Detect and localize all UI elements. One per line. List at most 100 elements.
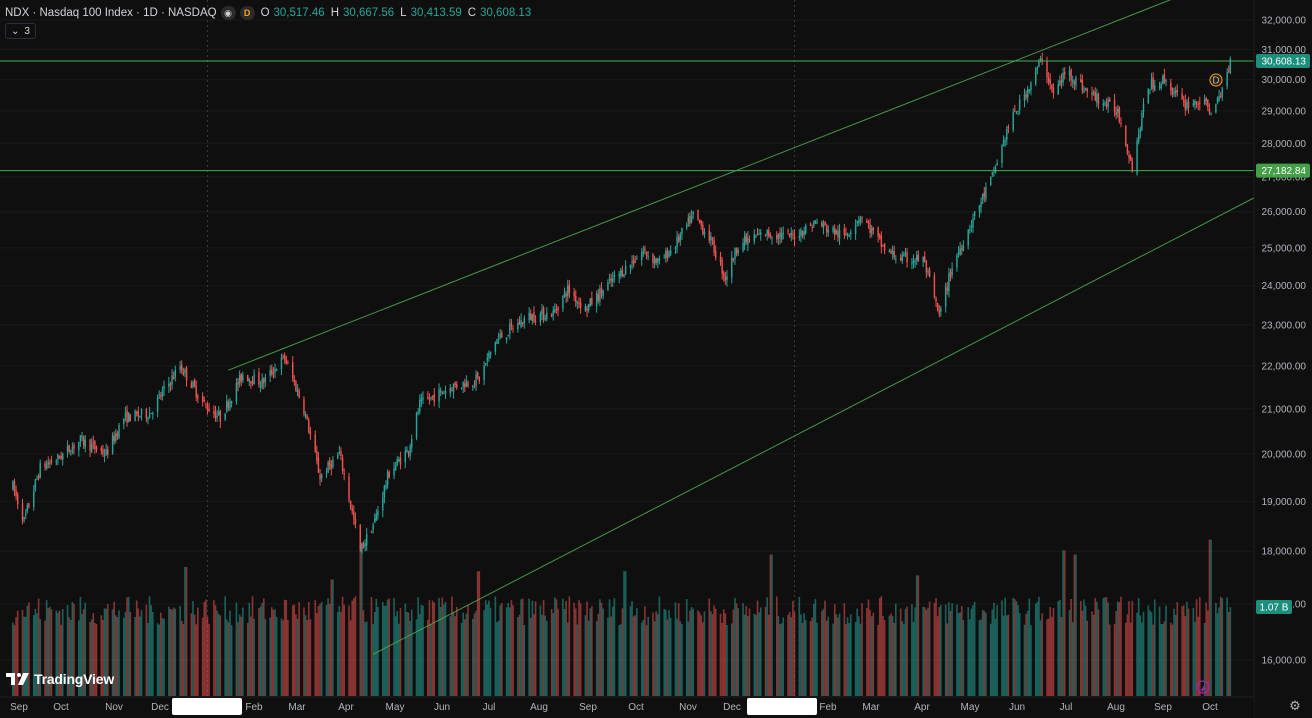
volume-bar (758, 612, 760, 696)
candle-body (58, 456, 61, 459)
volume-bar (586, 601, 588, 696)
volume-bar (351, 600, 354, 696)
y-tick-label: 20,000.00 (1262, 449, 1307, 460)
volume-bar (946, 623, 949, 696)
volume-bar (439, 606, 442, 696)
volume-bar (349, 620, 352, 696)
candle-body (314, 434, 316, 453)
volume-bar (1149, 610, 1151, 696)
volume-bar (373, 612, 376, 696)
candle-body (1035, 68, 1037, 84)
candle-body (156, 397, 159, 412)
candle-body (848, 235, 850, 237)
volume-bar (613, 598, 616, 696)
candle-body (349, 500, 352, 508)
volume-bar (496, 622, 498, 696)
x-tick-label: Dec (151, 702, 169, 713)
candle-body (428, 398, 431, 400)
volume-bar (325, 604, 328, 696)
volume-bar (782, 617, 785, 696)
candle-body (903, 253, 905, 256)
candle-body (386, 472, 389, 486)
volume-bar (595, 621, 598, 696)
volume-bar (906, 606, 908, 696)
candle-body (1141, 112, 1143, 131)
candle-body (1070, 69, 1072, 81)
candle-body (578, 302, 580, 304)
eye-icon[interactable]: ◉ (220, 6, 236, 20)
candle-body (692, 211, 694, 215)
volume-bar (812, 603, 815, 696)
volume-bar (911, 604, 913, 696)
candle-body (304, 413, 307, 417)
candle-body (238, 375, 241, 384)
volume-bar (32, 615, 35, 696)
indicators-toggle-button[interactable]: ⌄ 3 (5, 23, 36, 39)
candle-body (145, 409, 148, 419)
tradingview-logo[interactable]: TradingView (6, 671, 114, 687)
volume-bar (127, 596, 130, 696)
volume-bar (764, 606, 767, 696)
volume-bar (1173, 608, 1175, 696)
candle-body (1205, 97, 1207, 102)
volume-bar (134, 616, 136, 696)
candle-body (184, 369, 186, 373)
candle-body (723, 272, 725, 277)
candle-body (589, 298, 591, 306)
volume-bar (217, 613, 220, 696)
candle-body (362, 543, 365, 548)
volume-bar (566, 622, 569, 696)
volume-bar (354, 596, 357, 696)
candle-body (496, 339, 498, 345)
candle-body (285, 358, 288, 364)
volume-bar (766, 597, 768, 696)
volume-bar (253, 618, 255, 696)
candle-body (1215, 104, 1217, 113)
candle-body (1036, 67, 1039, 69)
candle-body (422, 397, 424, 400)
symbol-title[interactable]: NDX · Nasdaq 100 Index · 1D · NASDAQ (5, 7, 217, 19)
candle-body (724, 276, 727, 281)
candle-body (521, 322, 524, 324)
volume-bar (985, 612, 987, 696)
candle-body (78, 441, 80, 451)
candle-body (1030, 82, 1032, 91)
candle-body (768, 229, 770, 237)
candle-body (766, 229, 768, 235)
gear-icon[interactable]: ⚙ (1289, 698, 1301, 713)
dividend-marker-label: D (1212, 76, 1219, 87)
x-tick-label: Mar (862, 702, 880, 713)
volume-bar (996, 604, 998, 696)
candle-body (111, 435, 114, 454)
candle-body (1216, 98, 1219, 104)
candle-body (668, 252, 670, 257)
candle-body (39, 462, 41, 478)
candle-body (690, 215, 693, 223)
logo-text: TradingView (34, 671, 115, 687)
candle-body (370, 531, 373, 533)
volume-bar (925, 609, 928, 696)
volume-bar (343, 604, 345, 696)
candle-body (353, 511, 355, 519)
volume-bar (129, 611, 132, 696)
volume-bar (291, 605, 294, 696)
volume-bar (640, 622, 643, 696)
volume-bar (584, 615, 587, 696)
candle-body (1012, 112, 1014, 131)
volume-bar (895, 603, 897, 696)
volume-bar (618, 625, 620, 696)
candle-body (940, 308, 942, 312)
candle-body (1017, 110, 1019, 112)
candle-body (328, 461, 331, 466)
volume-bar (1160, 623, 1162, 696)
candle-body (420, 398, 423, 401)
y-tick-label: 21,000.00 (1262, 404, 1307, 415)
volume-bar (161, 618, 164, 696)
candle-body (253, 374, 255, 385)
candle-body (1194, 100, 1196, 105)
candle-body (748, 239, 751, 241)
x-tick-label: May (961, 702, 980, 713)
candle-body (687, 217, 690, 223)
